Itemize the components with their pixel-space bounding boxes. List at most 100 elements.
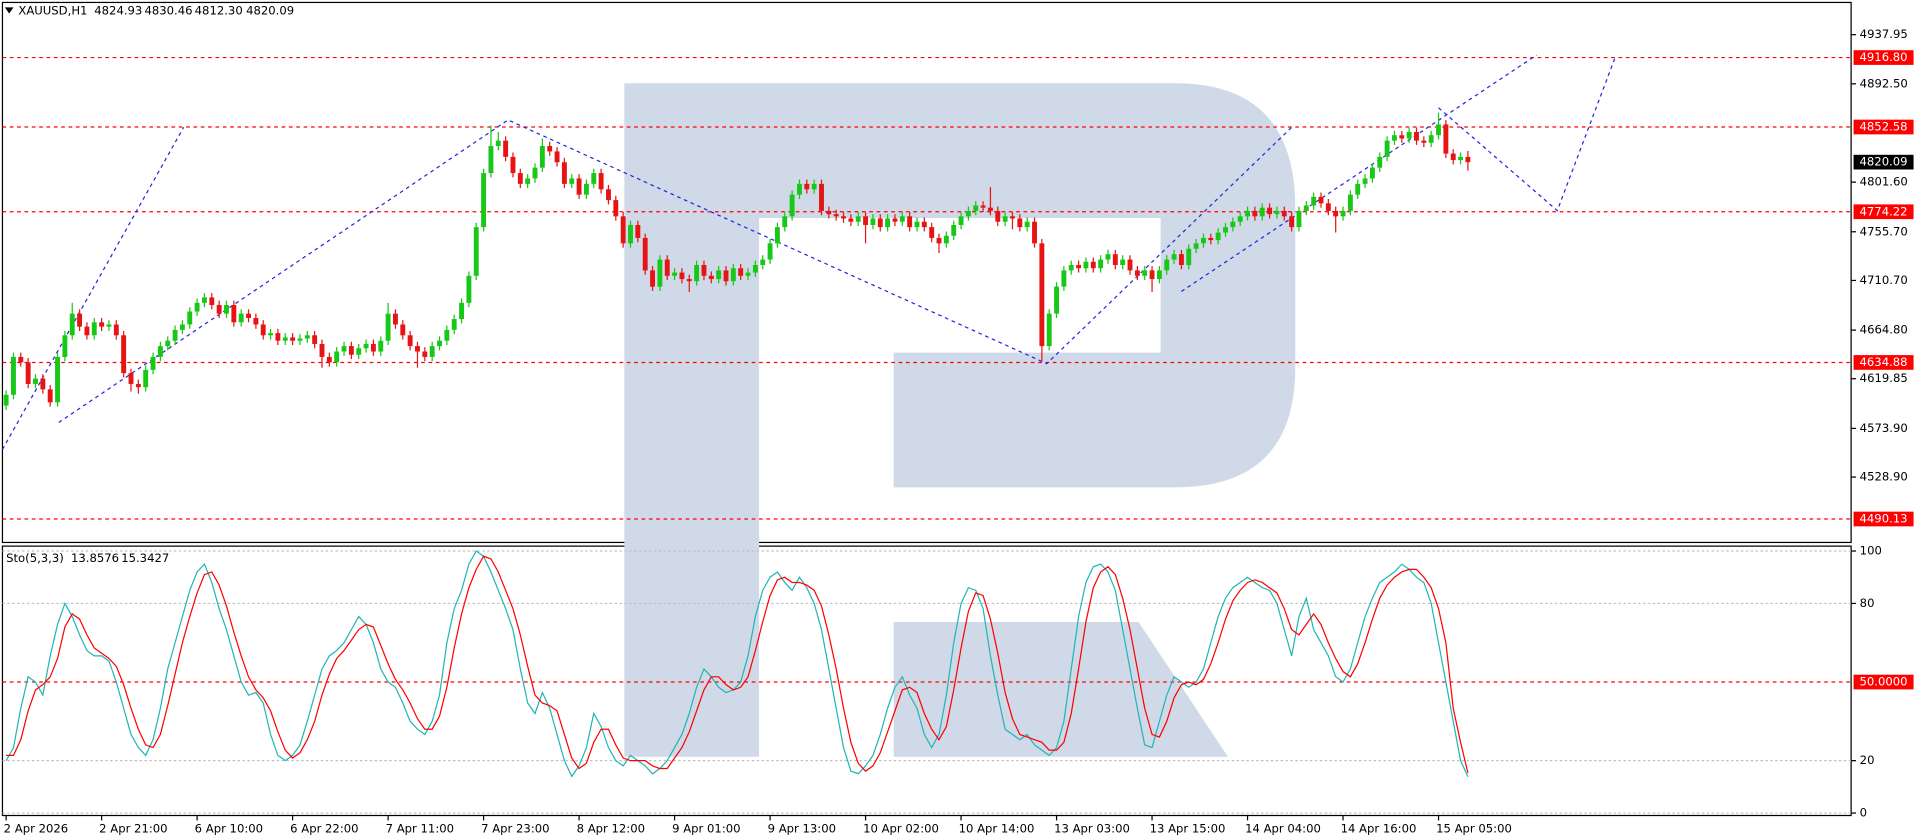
candle-body — [1296, 210, 1302, 228]
x-tick-label: 6 Apr 22:00 — [290, 821, 358, 835]
candle-body — [84, 326, 90, 336]
candle-body — [797, 183, 802, 195]
level-label: 4774.22 — [1860, 204, 1908, 218]
candle-body — [334, 351, 340, 363]
candle-body — [3, 394, 9, 406]
candle-body — [1465, 156, 1471, 163]
candle-body — [510, 156, 516, 174]
candle-body — [209, 297, 215, 306]
candle-body — [363, 343, 369, 349]
candle-body — [407, 335, 413, 347]
candle-body — [429, 346, 435, 357]
candle-body — [716, 270, 722, 280]
candle-body — [18, 356, 24, 363]
candle-body — [1193, 243, 1199, 249]
candle-body — [723, 270, 729, 282]
candle-body — [774, 227, 780, 244]
x-tick-label: 8 Apr 12:00 — [577, 821, 645, 835]
candle-body — [1369, 167, 1375, 179]
candle-body — [378, 340, 384, 352]
candle-body — [936, 237, 942, 244]
candle-body — [62, 335, 68, 357]
level-label: 4916.80 — [1860, 50, 1908, 64]
candle-body — [730, 268, 736, 282]
data-marks — [3, 112, 1471, 778]
candle-body — [187, 311, 193, 325]
level-label: 4852.58 — [1860, 120, 1908, 134]
candle-body — [1076, 264, 1082, 269]
candle-body — [1017, 218, 1023, 228]
level-label-box — [1853, 119, 1914, 135]
candle-body — [951, 224, 957, 236]
candle-body — [459, 302, 465, 320]
legend-low: 4812.30 — [195, 4, 243, 18]
candle-body — [532, 167, 538, 179]
y-tick-label: 4937.95 — [1860, 27, 1908, 41]
candle-body — [1406, 131, 1412, 139]
candle-body — [385, 313, 391, 341]
level-label: 4490.13 — [1860, 512, 1908, 526]
x-tick-label: 13 Apr 03:00 — [1054, 821, 1130, 835]
symbol-title: XAUUSD,H1 — [18, 4, 87, 18]
candle-body — [128, 373, 134, 384]
candle-body — [1127, 259, 1133, 271]
candle-body — [1333, 210, 1339, 217]
candle-body — [1039, 243, 1045, 347]
candle-body — [1311, 196, 1317, 206]
candle-body — [1384, 140, 1390, 157]
x-tick-label: 9 Apr 13:00 — [768, 821, 836, 835]
candle-body — [877, 218, 883, 228]
candle-body — [789, 194, 795, 217]
candle-body — [392, 313, 398, 325]
level-label-box — [1853, 204, 1914, 220]
candle-body — [1281, 210, 1287, 217]
candle-body — [1186, 248, 1192, 265]
candle-body — [583, 183, 589, 195]
level-label: 50.0000 — [1860, 675, 1908, 689]
candle-body — [341, 346, 347, 352]
candle-body — [1274, 210, 1280, 215]
level-label-box — [1853, 50, 1914, 65]
candle-body — [1149, 270, 1155, 280]
candle-body — [121, 335, 127, 374]
candle-body — [179, 324, 185, 330]
candle-body — [1201, 237, 1206, 244]
x-tick-label: 10 Apr 02:00 — [863, 821, 939, 835]
candle-body — [1105, 254, 1111, 260]
candle-body — [1355, 183, 1361, 195]
candle-body — [782, 216, 788, 228]
x-tick-label: 14 Apr 16:00 — [1341, 821, 1417, 835]
candle-body — [106, 324, 112, 327]
candle-body — [642, 237, 648, 271]
candle-body — [870, 218, 876, 225]
labels: 4937.95 4892.50 4801.60 4755.70 4710.70 4664.… — [4, 27, 1914, 835]
candle-body — [1450, 153, 1456, 161]
candle-body — [848, 218, 854, 222]
collapse-arrow[interactable] — [4, 7, 14, 14]
candle-body — [1120, 259, 1126, 265]
candle-body — [1443, 124, 1449, 154]
candle-body — [811, 183, 817, 190]
level-label: 4634.88 — [1860, 355, 1908, 369]
x-tick-label: 9 Apr 01:00 — [672, 821, 740, 835]
candle-body — [885, 218, 891, 228]
candle-body — [819, 183, 824, 211]
y-tick-label: 4755.70 — [1860, 224, 1908, 238]
candle-body — [1098, 259, 1104, 269]
candle-body — [745, 272, 751, 276]
candle-body — [1237, 216, 1243, 222]
candle-body — [613, 200, 619, 217]
y-tick-label: 4573.90 — [1860, 421, 1908, 435]
candle-body — [804, 183, 810, 190]
candle-body — [326, 356, 332, 363]
x-tick-label: 15 Apr 05:00 — [1436, 821, 1512, 835]
candle-body — [47, 389, 53, 403]
candle-body — [561, 162, 567, 184]
candle-body — [1421, 140, 1427, 143]
candle-body — [488, 146, 494, 174]
candle-body — [517, 173, 523, 184]
candle-body — [1054, 286, 1060, 314]
x-tick-label: 6 Apr 10:00 — [195, 821, 263, 835]
trend-line — [58, 119, 1293, 423]
